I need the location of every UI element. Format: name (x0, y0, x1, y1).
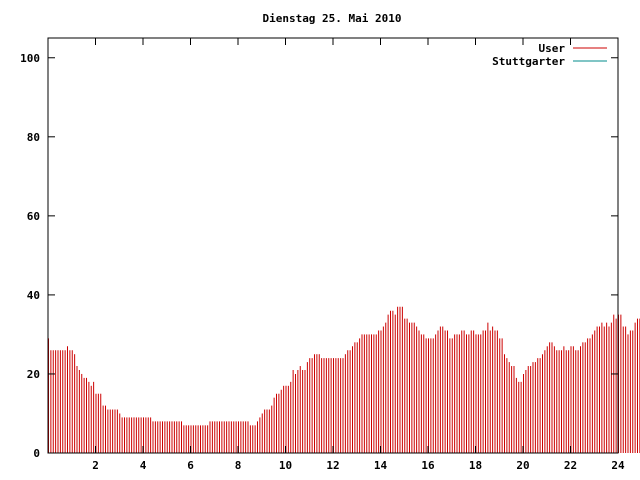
x-tick-label: 14 (374, 459, 388, 472)
legend-label-user: User (539, 42, 566, 55)
x-tick-label: 16 (421, 459, 435, 472)
y-tick-label: 80 (27, 131, 40, 144)
y-tick-label: 0 (33, 447, 40, 460)
x-tick-label: 8 (235, 459, 242, 472)
x-tick-label: 20 (516, 459, 529, 472)
bars-group (48, 306, 640, 453)
plot-frame (47, 37, 619, 454)
x-tick-label: 12 (326, 459, 339, 472)
y-tick-label: 60 (27, 210, 40, 223)
y-tick-label: 40 (27, 289, 40, 302)
x-tick-label: 24 (611, 459, 625, 472)
x-tick-label: 10 (279, 459, 292, 472)
chart-title: Dienstag 25. Mai 2010 (262, 12, 401, 25)
y-tick-label: 100 (20, 52, 40, 65)
x-tick-label: 18 (469, 459, 482, 472)
legend: User Stuttgarter (492, 42, 607, 68)
x-tick-label: 2 (92, 459, 99, 472)
y-tick-label: 20 (27, 368, 40, 381)
x-tick-label: 22 (564, 459, 577, 472)
x-tick-label: 4 (140, 459, 147, 472)
x-tick-label: 6 (187, 459, 194, 472)
legend-label-stuttgarter: Stuttgarter (492, 55, 565, 68)
